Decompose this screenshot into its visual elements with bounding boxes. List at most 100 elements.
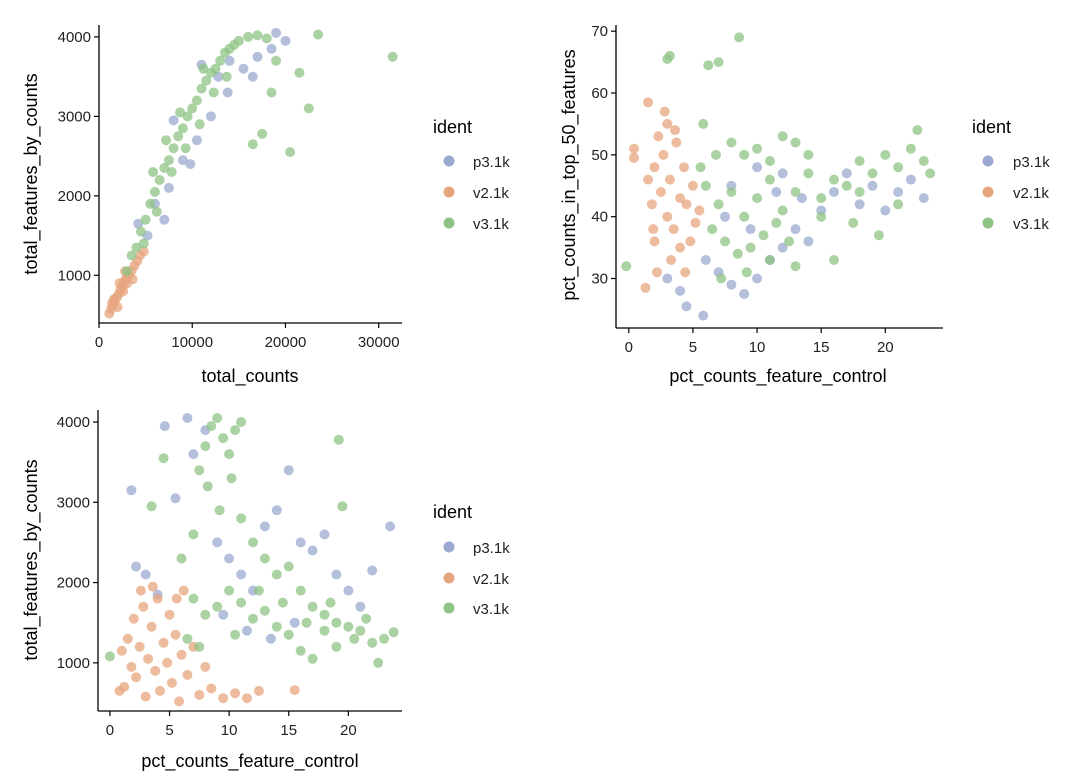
plot-2-legend-key-v2 (982, 186, 994, 198)
plot-1-point-v2-1k-22 (138, 246, 149, 257)
plot-1-point-p3-1k-0 (133, 218, 144, 229)
plot-3-point-v2-1k-31 (253, 685, 264, 696)
plot-3-point-v3-1k-30 (388, 627, 399, 638)
plot-1-point-v3-1k-46 (271, 55, 282, 66)
plot-3-point-v3-1k-5 (194, 465, 205, 476)
plot-2-point-v3-1k-27 (720, 236, 730, 247)
plot-3-point-v3-1k-28 (373, 657, 384, 668)
plot-2-point-p3-1k-21 (918, 193, 929, 204)
plot-2-point-p3-1k-6 (726, 279, 737, 290)
plot-1-point-v3-1k-42 (294, 67, 305, 78)
plot-2-legend-title: ident (972, 117, 1011, 137)
plot-2-point-v3-1k-2 (664, 50, 675, 61)
plot-2-point-v3-1k-29 (745, 242, 756, 253)
plot-3-point-p3-1k-23 (242, 625, 252, 636)
plot-3-point-p3-1k-0 (126, 485, 137, 496)
plot-3-point-v3-1k-54 (361, 613, 372, 624)
plot-2-x-ticks: 0 5 10 15 20 (625, 328, 894, 356)
plot-1-point-p3-1k-14 (247, 71, 258, 82)
plot-1-point-p3-1k-2 (163, 182, 174, 193)
plot-1-point-v3-1k-47 (266, 87, 277, 98)
plot-3-legend-key-v2 (443, 572, 455, 584)
plot-2-x-axis-title: pct_counts_feature_control (669, 366, 886, 387)
plot-1-point-v3-1k-27 (261, 33, 272, 44)
plot-3-point-v2-1k-35 (171, 593, 182, 604)
plot-2-point-p3-1k-10 (777, 242, 788, 253)
plot-2-point-v2-1k-16 (675, 242, 686, 253)
plot-1-point-v2-1k-21 (114, 278, 125, 289)
plot-1-point-v3-1k-39 (247, 139, 258, 150)
plot-3-point-v3-1k-51 (277, 597, 288, 608)
plot-1-legend-label-v3: v3.1k (473, 216, 509, 233)
plot-1-x-tick-label-3: 30000 (358, 334, 400, 351)
plot-3-x-ticks: 0 5 10 15 20 (106, 711, 357, 739)
plot-2-y-ticks: 30 40 50 60 70 (591, 23, 616, 288)
plot-1-point-v3-1k-34 (221, 71, 232, 82)
plot-2-point-v3-1k-47 (698, 118, 709, 129)
plot-1-point-v3-1k-45 (387, 51, 398, 62)
plot-3-point-p3-1k-7 (212, 537, 223, 548)
plot-2-point-v2-1k-6 (649, 236, 660, 247)
plot-3-point-v2-1k-14 (155, 685, 165, 696)
plot-3-point-v2-1k-16 (162, 657, 173, 668)
plot-2-point-v2-1k-14 (671, 137, 682, 148)
plot-3-point-v3-1k-4 (188, 529, 199, 540)
plot-2-legend-key-p3 (982, 155, 994, 167)
plot-2-point-p3-1k-25 (720, 211, 730, 222)
plot-3-point-v3-1k-0 (104, 651, 115, 662)
plot-2-point-v3-1k-12 (777, 205, 788, 216)
plot-2-point-v3-1k-48 (716, 273, 727, 284)
plot-1-point-v3-1k-38 (198, 63, 209, 74)
plot-2-x-tick-label-2: 10 (749, 339, 766, 356)
plot-2-point-v3-1k-10 (752, 193, 763, 204)
plot-2-point-v3-1k-49 (741, 267, 752, 278)
plot-1-y-tick-label-3: 4000 (58, 29, 91, 46)
plot-3-point-p3-1k-8 (224, 553, 235, 564)
plot-3-point-v3-1k-2 (158, 453, 169, 464)
plot-1-y-tick-label-0: 1000 (58, 267, 91, 284)
plot-2-point-p3-1k-7 (739, 289, 750, 299)
plot-1-point-v3-1k-4 (140, 214, 151, 225)
plot-2-point-v3-1k-19 (867, 168, 878, 179)
plot-3-point-v2-1k-30 (242, 693, 252, 704)
plot-2-point-v2-1k-22 (640, 282, 651, 293)
plot-2-y-tick-label-1: 40 (591, 209, 608, 226)
plot-2-point-v3-1k-23 (912, 125, 923, 136)
plot-3-point-p3-1k-14 (295, 537, 306, 548)
plot-3-x-axis-title: pct_counts_feature_control (141, 751, 358, 772)
plot-3-legend-key-p3 (443, 541, 455, 553)
plot-3-point-p3-1k-5 (188, 449, 199, 460)
plot-2-point-v3-1k-20 (880, 149, 891, 160)
plot-1-point-v3-1k-3 (136, 226, 146, 237)
plot-3-point-v3-1k-45 (295, 645, 306, 656)
plot-2-point-v3-1k-41 (848, 217, 859, 228)
plot-2-point-p3-1k-16 (854, 199, 865, 210)
plot-2-point-p3-1k-14 (829, 187, 839, 197)
plot-2-point-v2-1k-26 (694, 205, 705, 216)
plot-3-point-v3-1k-46 (307, 653, 318, 664)
plot-3-point-v2-1k-34 (147, 581, 158, 592)
plot-3-point-v2-1k-33 (135, 585, 146, 596)
plot-1-x-tick-label-1: 10000 (171, 334, 213, 351)
plot-2-point-p3-1k-4 (700, 255, 711, 265)
plot-1-point-v3-1k-12 (177, 123, 188, 134)
plot-2-point-v2-1k-4 (646, 199, 657, 210)
plot-2-point-v3-1k-33 (711, 149, 721, 160)
plot-3-point-p3-1k-16 (319, 529, 330, 540)
plot-2-point-p3-1k-28 (796, 193, 807, 204)
plot-3-point-v3-1k-10 (224, 449, 235, 460)
plot-3-point-p3-1k-18 (343, 585, 354, 596)
plot-3-point-v2-1k-32 (289, 685, 300, 696)
plot-1-point-v3-1k-31 (180, 143, 191, 154)
plot-3-point-v3-1k-53 (325, 597, 336, 608)
plot-2-point-v2-1k-2 (643, 97, 654, 108)
plot-1-point-v3-1k-6 (149, 186, 160, 197)
plot-1-point-p3-1k-16 (185, 159, 196, 170)
plot-2-point-v3-1k-9 (739, 211, 750, 222)
plot-2-point-v3-1k-50 (764, 255, 775, 265)
plot-3-point-v2-1k-19 (170, 629, 181, 640)
plot-3-point-p3-1k-20 (367, 565, 378, 576)
plot-3-point-v2-1k-10 (143, 653, 154, 664)
plot-1-point-p3-1k-13 (224, 55, 235, 66)
